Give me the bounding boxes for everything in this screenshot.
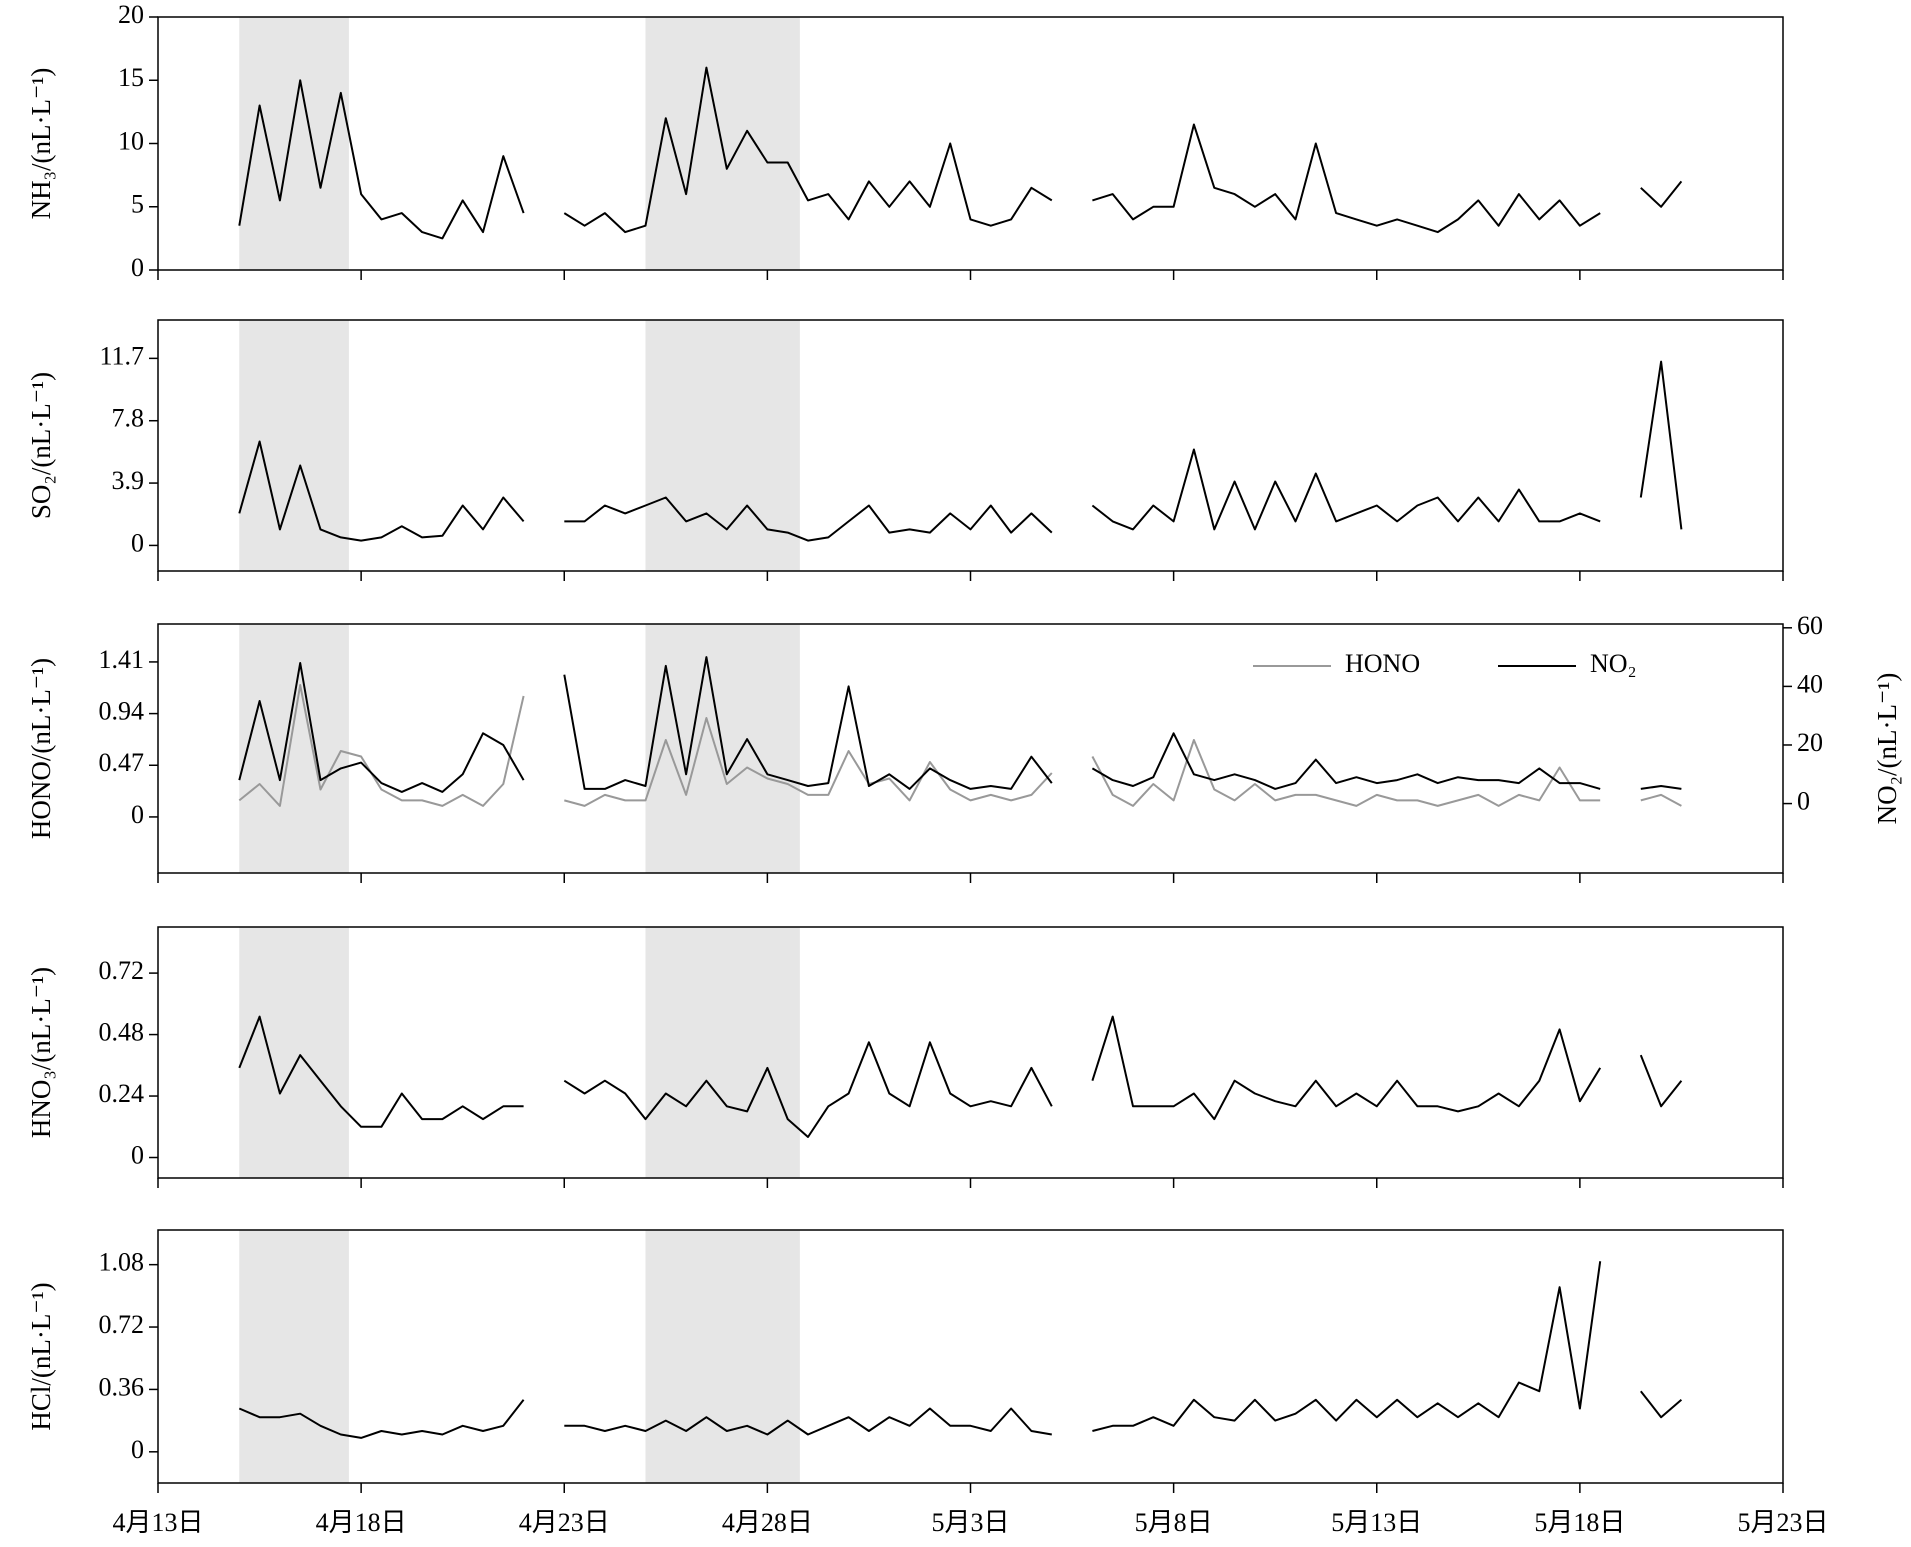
plot-frame [157,319,1784,572]
y2-tick-label: 60 [1797,611,1823,640]
data-line [238,1399,525,1439]
data-line [238,440,525,542]
shaded-period [239,927,349,1178]
legend-label: NO₂ [1590,649,1637,678]
y-tick-label: 10 [118,126,144,155]
y-tick-label: 0 [131,253,144,282]
data-line [1639,1054,1683,1108]
shaded-period [239,17,349,270]
data-line [1640,1390,1683,1419]
y-axis-title: HNO₃/(nL·L⁻¹) [26,967,56,1138]
y-tick-label: 0.94 [99,697,145,726]
y-tick-label: 1.08 [99,1248,145,1277]
y-axis-title: SO₂/(nL·L⁻¹) [26,372,56,519]
y2-tick-label: 40 [1797,669,1823,698]
y-tick-label: 20 [118,0,144,29]
panel: 0 5 10 15 20 NH₃/(nL·L⁻¹) [26,0,1784,282]
x-tick-label: 4月18日 [316,1508,407,1537]
data-line [1091,448,1601,531]
data-line [238,79,525,240]
data-line [1639,360,1683,530]
plot-frame [157,926,1784,1179]
y-tick-label: 0.48 [99,1018,145,1047]
y-tick-label: 7.8 [112,404,145,433]
data-line [1092,123,1601,234]
plot-frame [157,16,1784,271]
data-line [238,662,525,793]
data-line [1640,793,1682,807]
data-line [1640,785,1682,790]
legend-label: HONO [1345,649,1420,678]
y-axis-title: HCl/(nL·L⁻¹) [26,1282,56,1430]
y-tick-label: 1.41 [99,645,145,674]
panel: 0 0.36 0.72 1.08 4月13日 4月18日 4月23日 4月28日 5月3日 5月8… [26,1229,1829,1537]
y-tick-label: 11.7 [99,341,144,370]
data-line [564,717,1053,807]
x-tick-label: 5月13日 [1331,1508,1422,1537]
data-line [1091,739,1601,807]
y-tick-label: 5 [131,190,144,219]
y-axis-title: NH₃/(nL·L⁻¹) [26,68,56,220]
shaded-period [645,1230,800,1483]
x-tick-label: 4月23日 [519,1508,610,1537]
y2-tick-label: 20 [1797,728,1823,757]
data-line [238,684,525,807]
shaded-period [645,320,800,571]
y2-tick-label: 0 [1797,787,1810,816]
shaded-period [239,1230,349,1483]
data-line [563,656,1053,790]
y-tick-label: 0.36 [99,1372,145,1401]
shaded-period [239,624,349,873]
y-tick-label: 3.9 [112,466,145,495]
y-tick-label: 0 [131,1435,144,1464]
plot-frame [157,623,1784,874]
x-tick-label: 5月18日 [1534,1508,1625,1537]
shaded-period [645,927,800,1178]
panel: 0 0.24 0.48 0.72 HNO₃/(nL·L⁻¹) [26,926,1784,1188]
y-tick-label: 0.47 [99,748,145,777]
y-tick-label: 15 [118,63,144,92]
y-tick-label: 0 [131,1140,144,1169]
data-line [563,1041,1053,1138]
x-tick-label: 4月13日 [112,1508,203,1537]
x-tick-label: 5月3日 [931,1508,1009,1537]
data-line [1091,732,1601,790]
data-line [563,66,1053,234]
x-tick-label: 5月23日 [1737,1508,1828,1537]
y-axis-title: HONO/(nL·L⁻¹) [26,658,56,839]
panel: 0 0.47 0.94 1.41 0 20 40 60 HONO NO₂ HONO/(nL·L⁻¹)… [26,611,1902,883]
data-line [564,1407,1052,1436]
data-line [1092,1261,1602,1432]
data-line [1091,1015,1602,1121]
x-tick-label: 4月28日 [722,1508,813,1537]
data-line [238,1015,524,1128]
y-tick-label: 0.24 [99,1079,145,1108]
y-tick-label: 0.72 [99,956,145,985]
y-tick-label: 0 [131,528,144,557]
plot-frame [157,1229,1784,1484]
panel: 0 3.9 7.8 11.7 SO₂/(nL·L⁻¹) [26,319,1784,581]
y-tick-label: 0.72 [99,1310,145,1339]
data-line [1640,180,1683,208]
data-line [564,496,1053,542]
y-tick-label: 0 [131,800,144,829]
x-tick-label: 5月8日 [1135,1508,1213,1537]
y2-axis-title: NO₂/(nL·L⁻¹) [1872,673,1902,825]
